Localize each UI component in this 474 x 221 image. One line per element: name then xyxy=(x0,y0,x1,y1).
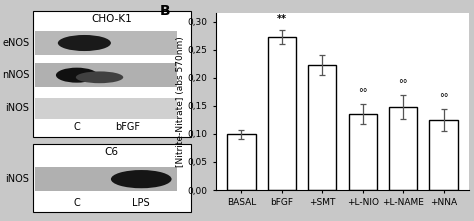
Text: C6: C6 xyxy=(105,147,119,157)
Ellipse shape xyxy=(58,35,111,51)
Y-axis label: [Nitrite-Nitrate] (abs 570nm): [Nitrite-Nitrate] (abs 570nm) xyxy=(175,36,184,167)
Text: °°: °° xyxy=(439,93,448,103)
Text: **: ** xyxy=(277,15,287,25)
Text: LPS: LPS xyxy=(132,198,150,208)
FancyBboxPatch shape xyxy=(35,63,177,87)
Text: °°: °° xyxy=(398,79,408,89)
Text: iNOS: iNOS xyxy=(6,103,29,113)
FancyBboxPatch shape xyxy=(35,31,177,55)
FancyBboxPatch shape xyxy=(33,144,191,212)
Bar xyxy=(268,37,296,190)
FancyBboxPatch shape xyxy=(35,167,177,191)
Ellipse shape xyxy=(111,170,172,188)
Ellipse shape xyxy=(76,71,123,83)
FancyBboxPatch shape xyxy=(33,11,191,137)
Text: iNOS: iNOS xyxy=(6,174,29,184)
Bar xyxy=(348,114,377,190)
Bar xyxy=(389,107,417,190)
Ellipse shape xyxy=(56,68,98,83)
Bar xyxy=(308,65,337,190)
FancyBboxPatch shape xyxy=(35,98,177,119)
Text: nNOS: nNOS xyxy=(2,70,29,80)
Text: B: B xyxy=(160,4,171,18)
Text: CHO-K1: CHO-K1 xyxy=(91,14,132,24)
Bar xyxy=(227,135,255,190)
Text: °°: °° xyxy=(358,89,367,99)
Bar xyxy=(429,120,458,190)
Text: C: C xyxy=(73,198,80,208)
Text: eNOS: eNOS xyxy=(2,38,29,48)
Text: C: C xyxy=(73,122,80,132)
Text: bFGF: bFGF xyxy=(116,122,140,132)
